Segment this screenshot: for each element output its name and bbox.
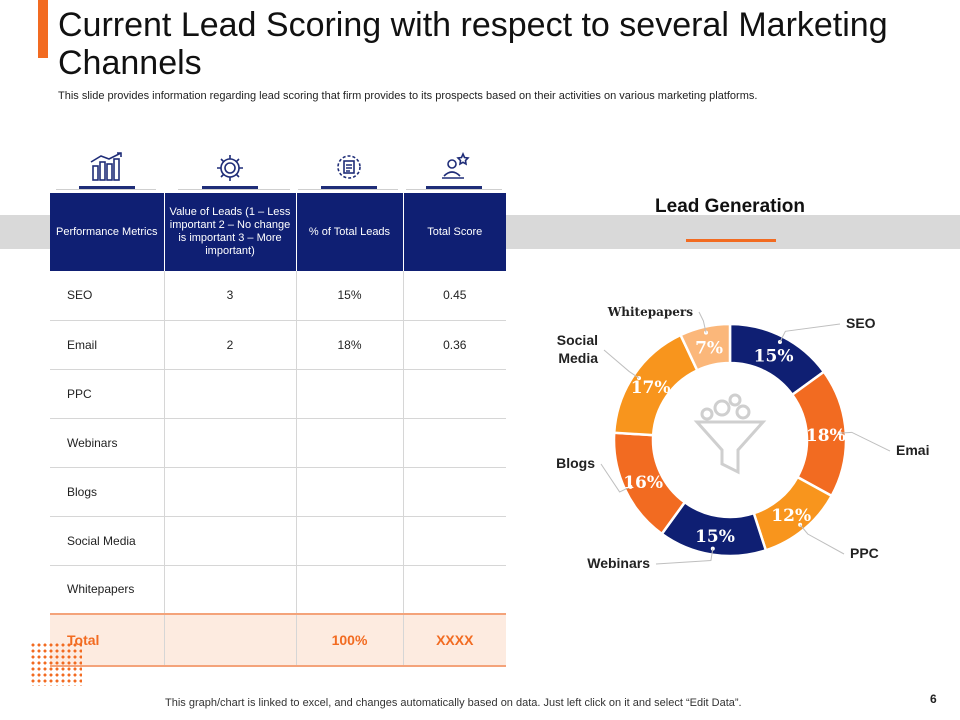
- title-accent-bar: [38, 0, 48, 58]
- slice-category-label: Blogs: [556, 455, 595, 471]
- slice-percent-label: 15%: [754, 346, 794, 366]
- table-cell: Email: [50, 320, 164, 370]
- table-row: SEO 3 15% 0.45: [50, 271, 506, 321]
- lead-scoring-table: Performance Metrics Value of Leads (1 – …: [50, 193, 506, 667]
- table-cell: Social Media: [50, 516, 164, 566]
- icon-divider: [298, 189, 398, 190]
- table-cell: [163, 516, 296, 566]
- table-cell: 15%: [295, 271, 403, 321]
- table-cell: 0.36: [402, 320, 506, 370]
- footer-note: This graph/chart is linked to excel, and…: [165, 697, 742, 709]
- table-cell: Whitepapers: [50, 565, 164, 615]
- table-cell: [295, 418, 403, 468]
- icon-divider: [178, 189, 290, 190]
- table-cell: [295, 565, 403, 615]
- decorative-dot-grid: [30, 642, 82, 686]
- table-cell: [163, 418, 296, 468]
- table-cell: [163, 467, 296, 517]
- total-score: XXXX: [402, 613, 506, 667]
- leader-dot: [704, 330, 709, 335]
- table-row: Email 2 18% 0.36: [50, 320, 506, 370]
- header-percent-total-leads: % of Total Leads: [295, 193, 403, 271]
- table-cell: 2: [163, 320, 296, 370]
- table-cell: [295, 467, 403, 517]
- bar-chart-icon: [79, 150, 135, 190]
- slice-percent-label: 15%: [695, 527, 735, 547]
- page-number: 6: [930, 692, 937, 706]
- table-cell: 18%: [295, 320, 403, 370]
- table-cell: [402, 418, 506, 468]
- header-performance-metrics: Performance Metrics: [50, 193, 164, 271]
- icon-divider: [406, 189, 502, 190]
- table-cell: PPC: [50, 369, 164, 419]
- slice-category-label: PPC: [850, 545, 879, 561]
- slice-percent-label: 12%: [771, 506, 811, 526]
- chart-title: Lead Generation: [655, 196, 805, 217]
- slide-subtitle: This slide provides information regardin…: [58, 90, 758, 102]
- total-label: Total: [50, 613, 164, 667]
- header-value-of-leads: Value of Leads (1 – Less important 2 – N…: [163, 193, 296, 271]
- leader-line: [779, 323, 841, 343]
- funnel-icon: [693, 393, 767, 475]
- table-row: Blogs: [50, 467, 506, 517]
- table-row: Webinars: [50, 418, 506, 468]
- leader-line: [698, 311, 707, 333]
- slide-title: Current Lead Scoring with respect to sev…: [58, 6, 888, 82]
- badge-icon: [321, 150, 377, 190]
- slice-category-label: Webinars: [587, 555, 650, 571]
- slice-percent-label: 17%: [631, 378, 671, 398]
- table-row: PPC: [50, 369, 506, 419]
- slice-category-label: Whitepapers: [607, 305, 693, 319]
- table-cell: [402, 369, 506, 419]
- table-cell: Webinars: [50, 418, 164, 468]
- leader-line: [655, 548, 714, 565]
- table-cell: [295, 516, 403, 566]
- table-row: Whitepapers: [50, 565, 506, 615]
- slice-category-label: Social Media: [557, 332, 598, 366]
- donut-slice-whitepapers: [678, 322, 732, 372]
- table-row: Social Media: [50, 516, 506, 566]
- header-total-score: Total Score: [402, 193, 506, 271]
- slice-percent-label: 18%: [806, 426, 846, 446]
- table-cell: [402, 565, 506, 615]
- leader-line: [839, 431, 891, 452]
- table-total-row: Total 100% XXXX: [50, 613, 506, 667]
- user-star-icon: [426, 150, 482, 190]
- gear-icon: [202, 150, 258, 190]
- leader-line: [600, 463, 631, 493]
- slice-category-label: Email: [896, 442, 930, 458]
- table-cell: [402, 467, 506, 517]
- slice-percent-label: 7%: [695, 338, 723, 358]
- table-cell: [163, 565, 296, 615]
- table-cell: SEO: [50, 271, 164, 321]
- table-cell: [163, 369, 296, 419]
- lead-generation-donut-chart: 15% SEO 18% Email 12% PPC 15% Webinars 16% Blogs 1…: [556, 305, 930, 571]
- slice-percent-label: 16%: [623, 473, 663, 493]
- table-cell: [295, 369, 403, 419]
- table-cell: 3: [163, 271, 296, 321]
- table-cell: [402, 516, 506, 566]
- table-header-row: Performance Metrics Value of Leads (1 – …: [50, 193, 506, 271]
- total-value-of-leads: [163, 613, 296, 667]
- leader-line: [603, 349, 640, 379]
- icon-divider: [56, 189, 156, 190]
- total-percent: 100%: [295, 613, 403, 667]
- chart-title-underline: [686, 239, 776, 242]
- slice-category-label: SEO: [846, 315, 876, 331]
- table-cell: 0.45: [402, 271, 506, 321]
- table-cell: Blogs: [50, 467, 164, 517]
- leader-line: [799, 524, 845, 555]
